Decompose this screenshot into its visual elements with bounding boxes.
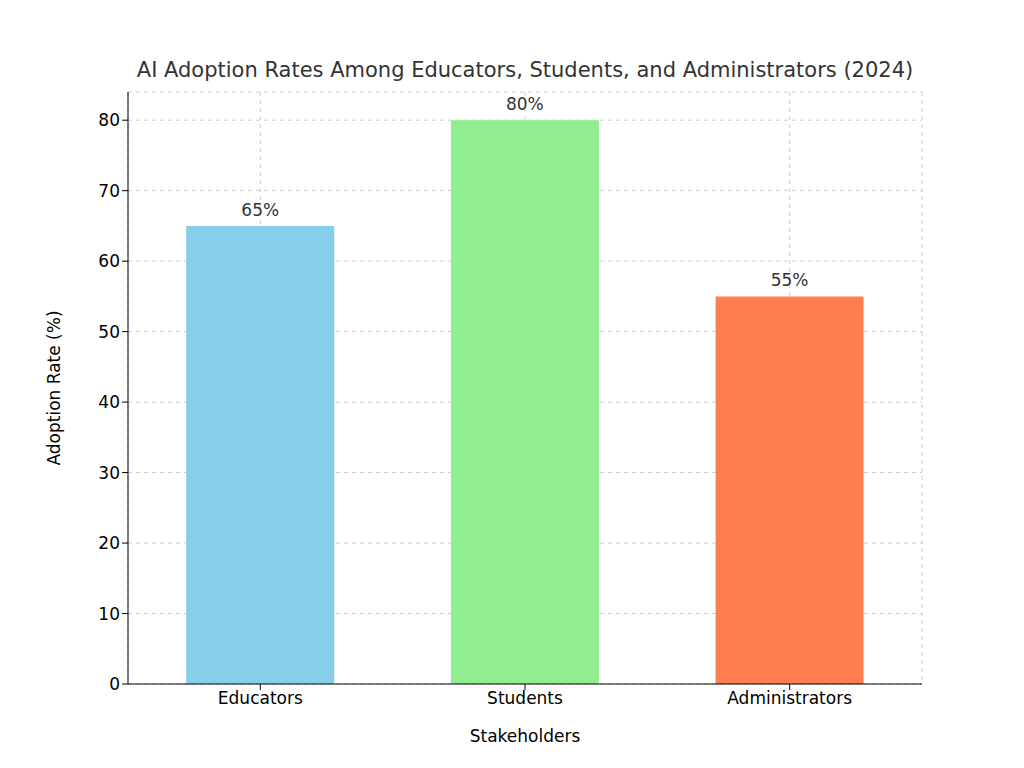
svg-text:40: 40 bbox=[98, 392, 120, 412]
svg-text:80: 80 bbox=[98, 110, 120, 130]
svg-text:10: 10 bbox=[98, 604, 120, 624]
svg-text:60: 60 bbox=[98, 251, 120, 271]
svg-text:Stakeholders: Stakeholders bbox=[470, 726, 581, 746]
svg-text:80%: 80% bbox=[506, 94, 544, 114]
svg-text:70: 70 bbox=[98, 181, 120, 201]
svg-text:Students: Students bbox=[487, 688, 563, 708]
svg-text:Educators: Educators bbox=[218, 688, 303, 708]
svg-text:20: 20 bbox=[98, 533, 120, 553]
svg-text:50: 50 bbox=[98, 322, 120, 342]
svg-text:Adoption Rate (%): Adoption Rate (%) bbox=[44, 310, 64, 465]
svg-text:55%: 55% bbox=[771, 270, 809, 290]
svg-text:65%: 65% bbox=[241, 200, 279, 220]
svg-text:0: 0 bbox=[109, 674, 120, 694]
svg-text:Administrators: Administrators bbox=[727, 688, 852, 708]
svg-text:30: 30 bbox=[98, 463, 120, 483]
html-text:AI Adoption Rates Among Educat: AI Adoption Rates Among Educators, Stude… bbox=[136, 58, 914, 82]
